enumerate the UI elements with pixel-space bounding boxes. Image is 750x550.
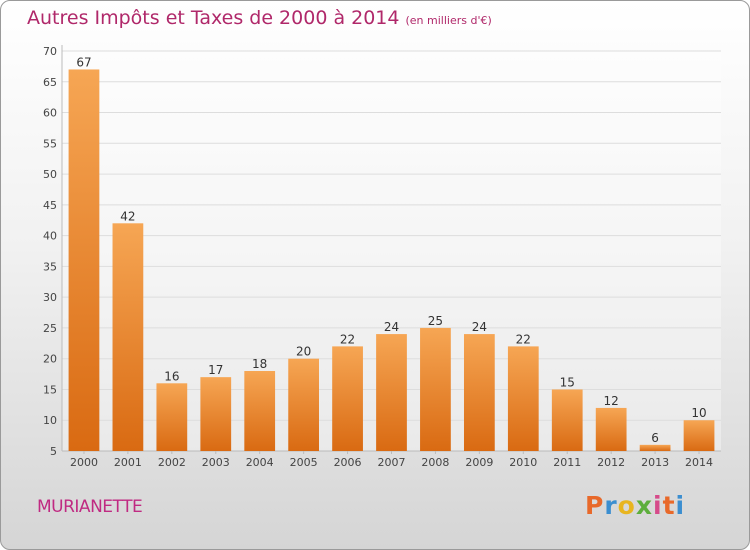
y-tick-label: 30: [43, 291, 57, 304]
bar-value-label: 20: [296, 345, 311, 359]
bar-2012: [595, 407, 627, 451]
bar-value-label: 25: [428, 314, 443, 328]
bar-2013: [639, 444, 671, 451]
y-tick-label: 15: [43, 383, 57, 396]
bar-value-label: 10: [691, 406, 706, 420]
bar-2009: [463, 334, 495, 451]
bar-value-label: 24: [384, 320, 399, 334]
y-tick-label: 20: [43, 353, 57, 366]
y-tick-label: 65: [43, 76, 57, 89]
chart-title: Autres Impôts et Taxes de 2000 à 2014 (en…: [27, 7, 492, 29]
x-tick-label: 2008: [421, 456, 449, 469]
bar-value-label: 6: [651, 431, 659, 445]
chart-title-text: Autres Impôts et Taxes de 2000 à 2014: [27, 7, 400, 29]
y-tick-label: 5: [50, 445, 57, 458]
proxiti-logo: Proxiti: [585, 491, 686, 520]
bar-2006: [332, 346, 363, 451]
x-tick-label: 2010: [509, 456, 537, 469]
bar-value-label: 16: [164, 369, 179, 383]
bar-value-label: 22: [340, 332, 355, 346]
y-tick-label: 25: [43, 322, 57, 335]
bar-value-label: 17: [208, 363, 223, 377]
bar-2000: [68, 69, 100, 451]
bar-value-label: 15: [560, 375, 575, 389]
x-tick-label: 2012: [597, 456, 625, 469]
bar-value-label: 18: [252, 357, 267, 371]
x-tick-label: 2013: [641, 456, 669, 469]
bar-2014: [683, 420, 715, 451]
bar-value-label: 24: [472, 320, 487, 334]
x-tick-label: 2009: [465, 456, 493, 469]
x-tick-label: 2006: [334, 456, 362, 469]
bar-value-label: 12: [604, 394, 619, 408]
commune-name: MURIANETTE: [37, 497, 143, 517]
x-tick-label: 2004: [246, 456, 274, 469]
bar-2004: [244, 371, 276, 451]
y-tick-label: 50: [43, 168, 57, 181]
x-tick-label: 2003: [202, 456, 230, 469]
y-tick-label: 35: [43, 260, 57, 273]
y-tick-label: 60: [43, 107, 57, 120]
bar-2011: [551, 389, 583, 451]
x-tick-label: 2002: [158, 456, 186, 469]
bar-2010: [507, 346, 539, 451]
y-tick-label: 10: [43, 414, 57, 427]
y-tick-label: 45: [43, 199, 57, 212]
x-tick-label: 2005: [290, 456, 318, 469]
bar-value-label: 22: [516, 332, 531, 346]
x-tick-label: 2014: [685, 456, 713, 469]
x-tick-label: 2001: [114, 456, 142, 469]
y-tick-label: 55: [43, 137, 57, 150]
y-tick-label: 40: [43, 230, 57, 243]
chart-unit-note: (en milliers d'€): [405, 14, 492, 27]
bar-2001: [112, 223, 144, 451]
x-tick-label: 2011: [553, 456, 581, 469]
bar-2003: [200, 377, 232, 451]
x-tick-label: 2000: [70, 456, 98, 469]
bar-2002: [156, 383, 188, 451]
bar-2007: [376, 334, 407, 451]
bar-value-label: 42: [120, 209, 135, 223]
bar-2008: [420, 327, 451, 451]
bar-2005: [288, 358, 320, 451]
bar-value-label: 67: [76, 55, 91, 69]
y-tick-label: 70: [43, 45, 57, 58]
x-tick-label: 2007: [378, 456, 406, 469]
